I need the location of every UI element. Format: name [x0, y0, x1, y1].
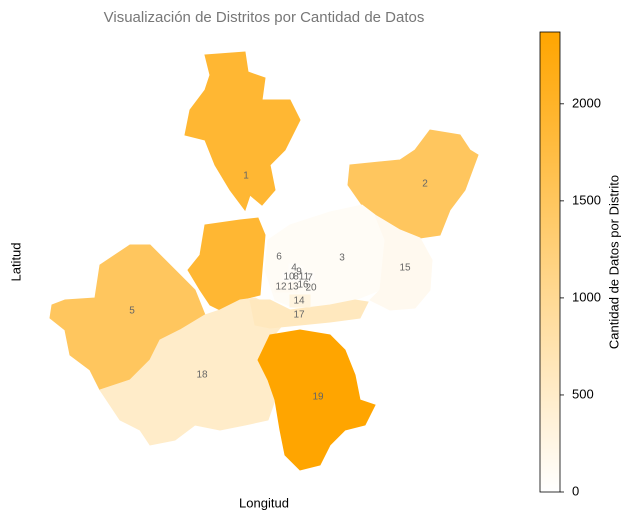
district-label: 19: [312, 392, 324, 403]
district-label: 4: [291, 263, 297, 274]
chart-title: Visualización de Distritos por Cantidad …: [104, 9, 425, 26]
district: [257, 329, 376, 471]
district-label: 7: [307, 273, 313, 284]
district-label: 6: [276, 252, 282, 263]
colorbar-tick-label: 1500: [572, 192, 601, 207]
colorbar-label: Cantidad de Datos por Distrito: [606, 175, 621, 349]
district-label: 17: [293, 310, 305, 321]
colorbar-tick-label: 0: [572, 483, 579, 498]
district-label: 9: [296, 267, 302, 278]
colorbar-tick-label: 500: [572, 386, 594, 401]
district: [187, 217, 266, 311]
district-label: 15: [399, 263, 411, 274]
districts: [49, 51, 479, 471]
colorbar-tick-label: 1000: [572, 289, 601, 304]
district-label: 18: [196, 370, 208, 381]
district-label: 14: [293, 296, 305, 307]
colorbar-tick-label: 2000: [572, 95, 601, 110]
district-label: 5: [129, 306, 135, 317]
district: [289, 294, 311, 308]
district-label: 3: [339, 253, 345, 264]
district-label: 11: [299, 272, 310, 283]
district-label: 10: [283, 272, 295, 283]
colorbar: [539, 31, 561, 493]
district-label: 16: [297, 280, 309, 291]
district: [264, 204, 386, 311]
district-label: 2: [422, 179, 428, 190]
district-label: 20: [305, 283, 317, 294]
district: [369, 213, 433, 311]
colorbar-ticks: 0 500 1000 1500 2000: [560, 95, 601, 498]
y-axis-label: Latitud: [8, 242, 23, 281]
district: [249, 299, 369, 329]
district-label: 8: [293, 272, 299, 283]
district-label: 12: [275, 282, 287, 293]
district: [286, 281, 299, 293]
x-axis-label: Longitud: [239, 495, 289, 510]
district: [184, 51, 301, 212]
district-label: 13: [287, 282, 299, 293]
district: [306, 282, 317, 294]
district-label: 1: [243, 171, 249, 182]
